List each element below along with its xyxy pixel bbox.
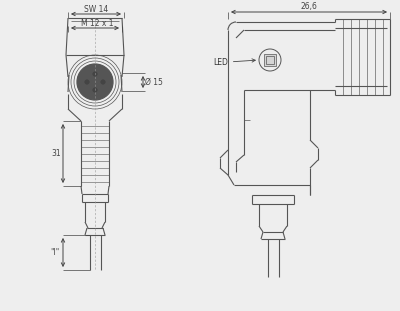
Circle shape bbox=[77, 64, 113, 100]
Circle shape bbox=[92, 79, 98, 85]
Circle shape bbox=[93, 72, 97, 76]
Circle shape bbox=[85, 80, 89, 84]
Text: SW 14: SW 14 bbox=[84, 6, 108, 15]
Circle shape bbox=[101, 80, 105, 84]
Text: 31: 31 bbox=[51, 149, 61, 158]
Text: Ø 15: Ø 15 bbox=[145, 77, 163, 86]
Text: LED: LED bbox=[213, 58, 255, 67]
Text: M 12 x 1: M 12 x 1 bbox=[81, 20, 113, 29]
Bar bbox=[264, 54, 276, 66]
Text: 26,6: 26,6 bbox=[300, 2, 318, 11]
Bar bbox=[266, 56, 274, 64]
Text: "l": "l" bbox=[50, 248, 60, 257]
Circle shape bbox=[93, 88, 97, 92]
